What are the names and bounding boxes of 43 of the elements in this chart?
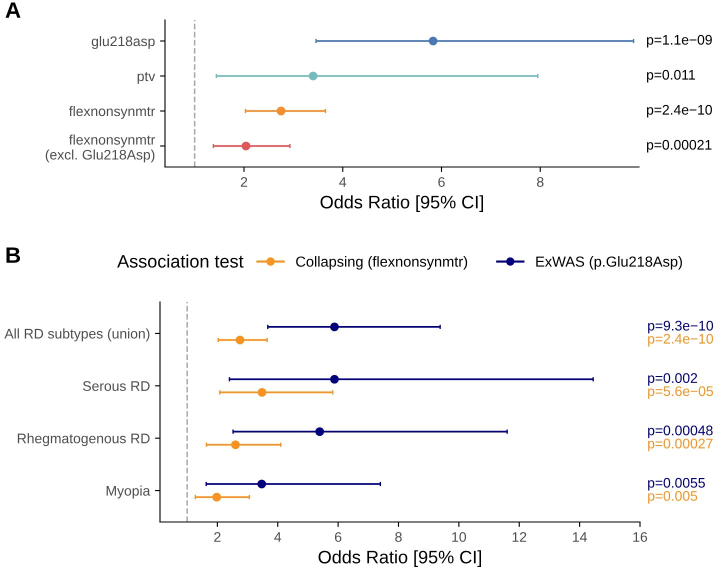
point	[276, 106, 286, 116]
y-tick-label: Myopia	[106, 486, 150, 498]
y-tick-label: Rhegmatogenous RD	[18, 433, 150, 446]
x-axis-title: Odds Ratio [95% CI]	[320, 195, 484, 212]
text: p=0.00027	[648, 438, 713, 452]
x-tick-label: 4	[274, 532, 282, 542]
x-tick-label: 16	[633, 532, 648, 542]
x-tick-label: 4	[339, 177, 346, 187]
y-tick-label: ptv	[138, 72, 156, 84]
y-tick-label: flexnonsynmtr	[69, 106, 156, 119]
chart-title: B	[6, 247, 20, 263]
x-tick-label: 6	[334, 532, 342, 542]
text: p=2.4e−10	[647, 104, 712, 118]
point	[428, 36, 438, 46]
text: p=0.00021	[647, 140, 712, 152]
y-tick-label: All RD subtypes (union)	[4, 328, 150, 342]
x-tick-label: 2	[214, 532, 221, 542]
y-tick-label: glu218asp	[92, 36, 155, 49]
point	[308, 72, 318, 80]
text: p=1.1e−09	[647, 34, 712, 48]
legend-label: Collapsing (flexnonsynmtr)	[296, 256, 468, 270]
text: p=0.0055	[648, 478, 705, 490]
chart-title: A	[6, 2, 20, 18]
legend-label: ExWAS (p.Glu218Asp)	[536, 256, 682, 270]
legend-title: Association test	[117, 254, 244, 268]
text: p=0.011	[647, 70, 695, 82]
x-tick-label: 12	[512, 532, 526, 542]
text: p=2.4e−10	[648, 334, 714, 346]
text: p=0.00048	[648, 426, 713, 438]
y-tick-label: flexnonsynmtr (excl. Glu218Asp)	[46, 134, 156, 162]
x-axis-title: Odds Ratio [95% CI]	[318, 550, 482, 568]
text: p=9.3e−10	[648, 320, 714, 334]
text: p=0.005	[648, 491, 698, 504]
x-tick-label: 8	[395, 532, 402, 542]
text: p=5.6e−05	[648, 386, 714, 399]
x-tick-label: 8	[536, 177, 544, 187]
x-tick-label: 14	[572, 532, 587, 542]
y-tick-label: Serous RD	[82, 381, 150, 391]
point	[242, 142, 250, 150]
text: p=0.002	[648, 373, 698, 386]
x-tick-label: 10	[452, 532, 466, 542]
x-tick-label: 6	[438, 177, 445, 187]
x-tick-label: 2	[240, 177, 248, 187]
